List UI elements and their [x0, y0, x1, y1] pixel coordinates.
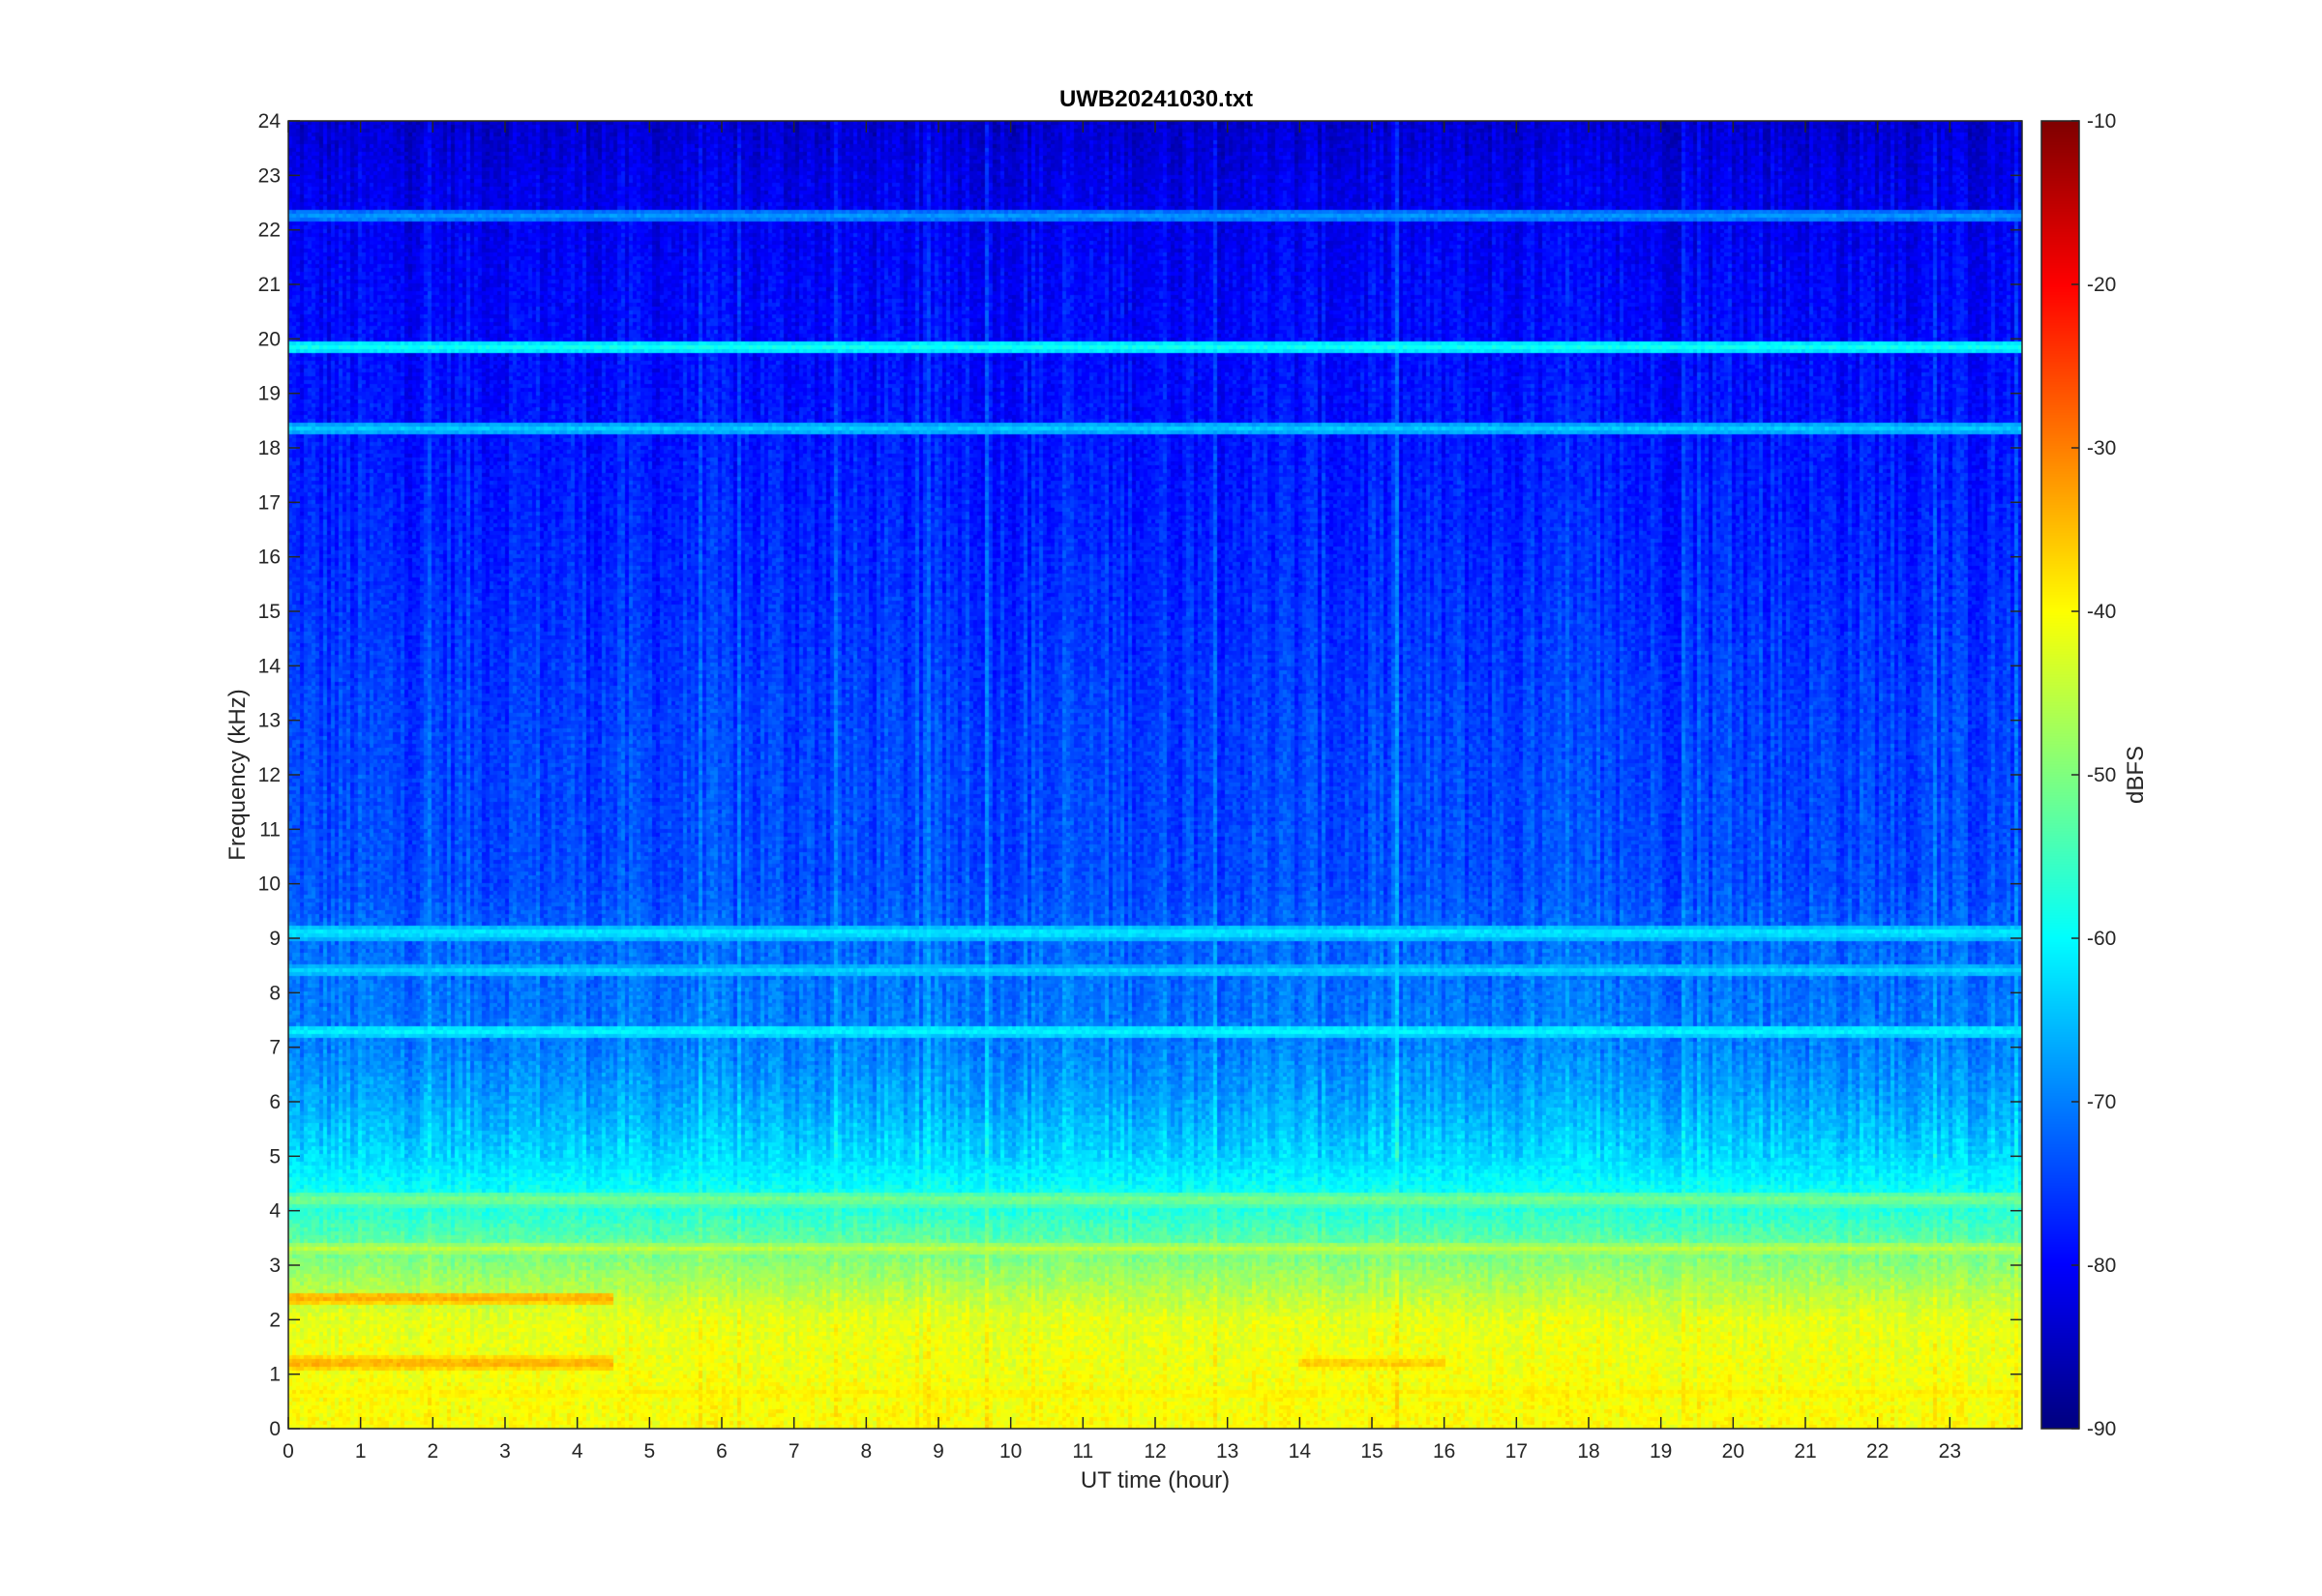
- x-tick-label: 2: [427, 1440, 438, 1463]
- colorbar-label: dBFS: [2123, 746, 2149, 804]
- y-tick-label: 6: [269, 1091, 281, 1113]
- y-tick-label: 16: [258, 547, 281, 569]
- x-tick-label: 7: [789, 1440, 800, 1463]
- x-tick-label: 14: [1289, 1440, 1312, 1463]
- y-tick-label: 5: [269, 1145, 281, 1167]
- chart-title: UWB20241030.txt: [1059, 86, 1253, 112]
- y-tick-label: 19: [258, 383, 281, 405]
- x-tick-label: 22: [1866, 1440, 1889, 1463]
- x-axis: 0 1 2 3 4 5 6 7 8 9 10 11 12 13 14 15 16 17 18 19 20 21 22 23: [283, 121, 1961, 1463]
- x-tick-label: 10: [999, 1440, 1022, 1463]
- y-tick-label: 2: [269, 1309, 281, 1331]
- colorbar-tick-label: -50: [2087, 764, 2116, 786]
- x-tick-label: 4: [572, 1440, 583, 1463]
- y-tick-label: 18: [258, 437, 281, 459]
- y-tick-label: 20: [258, 328, 281, 350]
- x-tick-label: 8: [860, 1440, 872, 1463]
- x-tick-label: 17: [1505, 1440, 1528, 1463]
- x-tick-label: 5: [643, 1440, 655, 1463]
- y-tick-label: 10: [258, 873, 281, 896]
- x-axis-label: UT time (hour): [1081, 1467, 1230, 1493]
- x-tick-label: 13: [1216, 1440, 1238, 1463]
- spectrogram-heatmap: [288, 121, 2022, 1429]
- y-tick-label: 7: [269, 1037, 281, 1059]
- y-tick-label: 23: [258, 164, 281, 187]
- y-tick-label: 21: [258, 274, 281, 296]
- colorbar-tick-label: -60: [2087, 928, 2116, 950]
- x-tick-label: 0: [283, 1440, 294, 1463]
- colorbar-tick-label: -20: [2087, 274, 2116, 296]
- x-tick-label: 19: [1650, 1440, 1672, 1463]
- colorbar-tick-label: -80: [2087, 1255, 2116, 1277]
- x-tick-label: 12: [1144, 1440, 1166, 1463]
- y-tick-label: 0: [269, 1418, 281, 1440]
- plot-area: [287, 120, 2023, 1430]
- x-tick-label: 18: [1577, 1440, 1599, 1463]
- y-tick-label: 9: [269, 928, 281, 950]
- x-tick-label: 3: [499, 1440, 511, 1463]
- colorbar-ticks: -10 -20 -30 -40 -50 -60 -70 -80 -90: [2071, 110, 2116, 1440]
- y-tick-label: 4: [269, 1200, 281, 1223]
- colorbar-tick-label: -40: [2087, 601, 2116, 623]
- colorbar-tick-label: -10: [2087, 110, 2116, 133]
- x-tick-label: 21: [1794, 1440, 1816, 1463]
- y-tick-label: 17: [258, 491, 281, 514]
- y-tick-label: 15: [258, 601, 281, 623]
- y-tick-label: 1: [269, 1364, 281, 1386]
- colorbar-tick-label: -30: [2087, 437, 2116, 459]
- y-tick-label: 3: [269, 1255, 281, 1277]
- colorbar-tick-label: -90: [2087, 1418, 2116, 1440]
- y-axis-label: Frequency (kHz): [224, 689, 251, 860]
- x-tick-label: 23: [1939, 1440, 1961, 1463]
- y-tick-label: 12: [258, 764, 281, 786]
- y-tick-label: 22: [258, 220, 281, 242]
- x-tick-label: 6: [716, 1440, 728, 1463]
- y-tick-label: 24: [258, 110, 282, 133]
- x-tick-label: 16: [1433, 1440, 1455, 1463]
- y-tick-label: 13: [258, 710, 281, 732]
- x-tick-label: 11: [1072, 1440, 1093, 1463]
- y-tick-label: 14: [258, 655, 282, 677]
- x-tick-label: 15: [1360, 1440, 1383, 1463]
- x-tick-label: 1: [355, 1440, 367, 1463]
- y-tick-label: 8: [269, 982, 281, 1004]
- colorbar: -10 -20 -30 -40 -50 -60 -70 -80 -90 dBFS: [2040, 110, 2149, 1440]
- x-tick-label: 20: [1722, 1440, 1744, 1463]
- x-tick-label: 9: [933, 1440, 944, 1463]
- colorbar-tick-label: -70: [2087, 1091, 2116, 1113]
- y-tick-label: 11: [259, 818, 281, 841]
